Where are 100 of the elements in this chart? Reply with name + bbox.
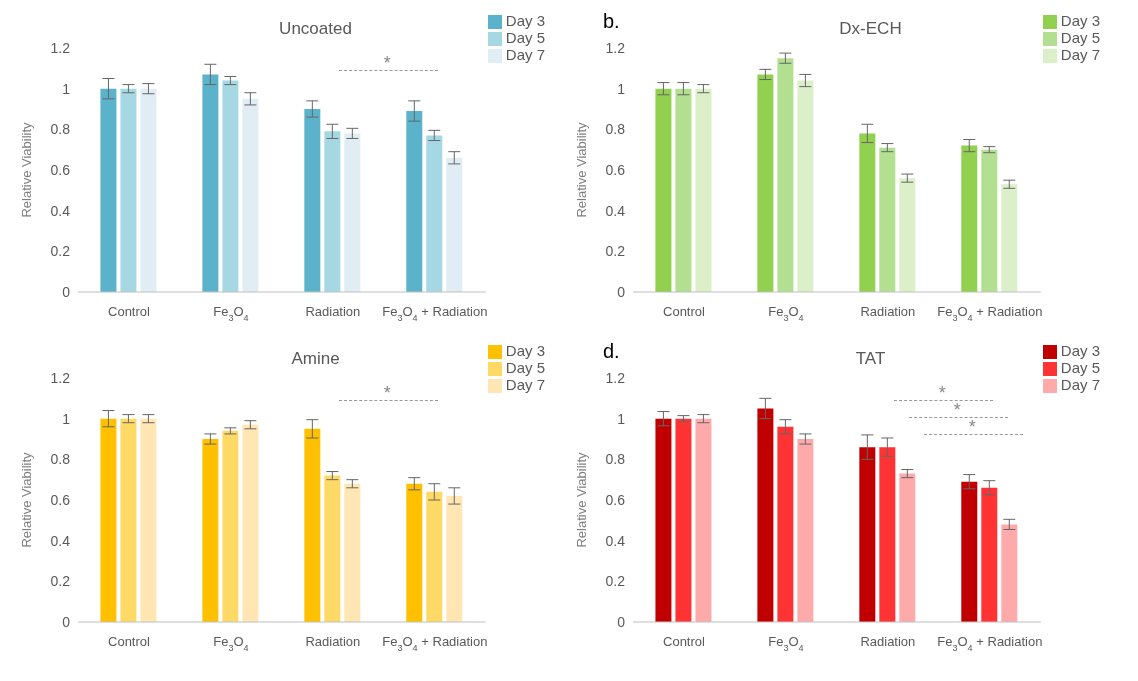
bar [655,88,672,292]
bar [1001,184,1018,292]
y-tick-label: 0.2 [50,573,71,590]
x-tick-label: Fe$_{3}$O$_{4}$ [213,304,249,323]
y-tick-label: 0.2 [605,573,626,590]
bar [777,58,794,292]
y-tick-label: 0.4 [50,532,71,549]
bar [426,491,443,622]
y-tick-label: 1 [617,410,626,427]
bar [797,80,814,292]
y-tick-label: 0.4 [605,202,626,219]
x-tick-label: Fe$_{3}$O$_{4}$ + Radiation [382,634,488,653]
bar [675,88,692,292]
legend-label: Day 7 [505,46,545,64]
annotation: * [968,417,976,437]
y-tick-label: 0.6 [605,161,626,178]
x-tick-label: Fe$_{3}$O$_{4}$ + Radiation [382,304,488,323]
y-tick-label: 1.2 [50,39,71,56]
legend-label: Day 7 [1060,46,1100,64]
bar [202,439,219,622]
x-tick-label: Fe$_{3}$O$_{4}$ + Radiation [937,634,1043,653]
x-tick-label: Control [663,634,706,649]
bar [406,483,423,622]
bar [140,88,157,292]
x-tick-label: Radiation [860,304,916,319]
bar [304,109,321,292]
bar [675,418,692,622]
bar [859,133,876,292]
bar [304,428,321,622]
y-tick-label: 0.6 [50,491,71,508]
y-tick-label: 0 [617,613,626,630]
y-tick-label: 0.8 [50,451,71,468]
bar [879,447,896,622]
bar [242,98,259,292]
bar [961,481,978,622]
bar [1001,524,1018,622]
bar [446,157,463,292]
y-tick-label: 1.2 [605,39,626,56]
y-tick-label: 0.2 [50,243,71,260]
legend-label: Day 5 [1060,29,1100,47]
annotation: * [383,383,391,403]
bar [222,80,239,292]
bar [344,483,361,622]
y-tick-label: 1.2 [605,369,626,386]
y-axis-title: Relative Viability [18,451,34,548]
bar [344,133,361,292]
y-tick-label: 0 [62,283,71,300]
legend-label: Day 3 [505,12,545,29]
annotation: * [938,383,946,403]
y-tick-label: 0.8 [605,451,626,468]
y-tick-label: 0.4 [605,532,626,549]
y-axis-title: Relative Viability [573,121,589,218]
chart-subtitle: b. [603,10,620,33]
y-tick-label: 0.2 [605,243,626,260]
x-tick-label: Fe$_{3}$O$_{4}$ + Radiation [937,304,1043,323]
bar [120,418,137,622]
chart-title: Dx-ECH [839,19,902,38]
bar [777,426,794,622]
y-tick-label: 0 [617,283,626,300]
y-tick-label: 0 [62,613,71,630]
x-tick-label: Fe$_{3}$O$_{4}$ [213,634,249,653]
legend-label: Day 7 [1060,376,1100,394]
x-tick-label: Fe$_{3}$O$_{4}$ [768,634,804,653]
y-tick-label: 1 [617,80,626,97]
bar [202,74,219,292]
bar [797,439,814,622]
bar [961,145,978,292]
y-tick-label: 0.6 [605,491,626,508]
chart-title: Amine [291,349,340,368]
legend-label: Day 5 [505,29,545,47]
legend-label: Day 7 [505,376,545,394]
bar [879,147,896,292]
y-tick-label: 1 [62,80,71,97]
bar [100,418,117,622]
bar [981,487,998,622]
legend-label: Day 3 [1060,342,1100,359]
x-tick-label: Control [108,304,151,319]
legend-label: Day 5 [505,359,545,377]
y-axis-title: Relative Viability [573,451,589,548]
annotation: * [383,53,391,73]
x-tick-label: Radiation [860,634,916,649]
annotation: * [953,400,961,420]
chart-subtitle: d. [603,340,620,363]
bar [120,88,137,292]
bar [446,495,463,622]
chart-title: TAT [855,349,886,368]
chart-title: Uncoated [279,19,352,38]
bar [222,430,239,622]
y-axis-title: Relative Viability [18,121,34,218]
bar [426,135,443,292]
y-tick-label: 1 [62,410,71,427]
bar [324,475,341,622]
x-tick-label: Control [108,634,151,649]
x-tick-label: Radiation [305,304,361,319]
bar [757,408,774,622]
bar [140,418,157,622]
legend-label: Day 3 [505,342,545,359]
bar [859,447,876,622]
bar [981,149,998,292]
y-tick-label: 0.6 [50,161,71,178]
